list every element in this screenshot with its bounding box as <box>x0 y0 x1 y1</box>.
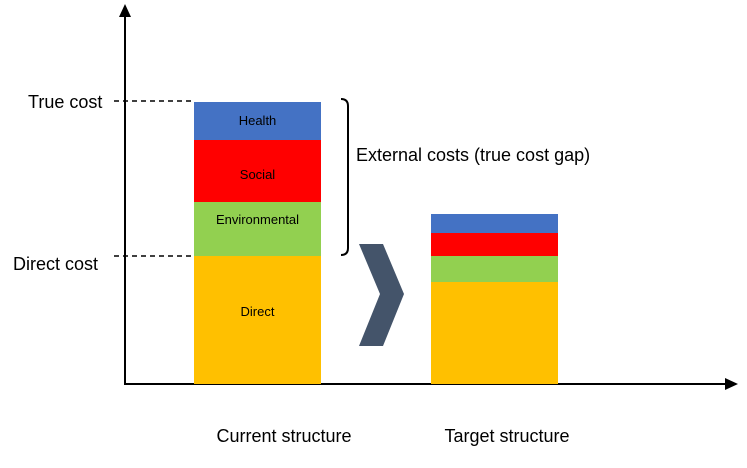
direct-cost-label: Direct cost <box>13 254 98 274</box>
chevron-right-icon <box>359 244 404 346</box>
y-axis-arrowhead <box>119 4 131 17</box>
current-structure-caption: Current structure <box>216 426 351 446</box>
target-structure-caption: Target structure <box>444 426 569 446</box>
external-costs-label: External costs (true cost gap) <box>356 145 590 165</box>
segment-health <box>194 102 321 140</box>
true-cost-label: True cost <box>28 92 102 112</box>
segment-direct <box>431 282 558 384</box>
segment-direct <box>194 256 321 384</box>
segment-social <box>431 233 558 256</box>
column-current-structure: Direct Environmental Social Health <box>194 102 321 384</box>
segment-health <box>431 214 558 233</box>
column-target-structure <box>431 214 558 384</box>
segment-direct-label: Direct <box>241 304 275 319</box>
external-costs-bracket <box>340 98 349 256</box>
x-axis-arrowhead <box>725 378 738 390</box>
segment-environmental-label: Environmental <box>216 212 299 227</box>
segment-health-label: Health <box>239 113 277 128</box>
segment-social <box>194 140 321 202</box>
segment-social-label: Social <box>240 167 276 182</box>
segment-environmental <box>431 256 558 282</box>
segment-environmental <box>194 202 321 256</box>
